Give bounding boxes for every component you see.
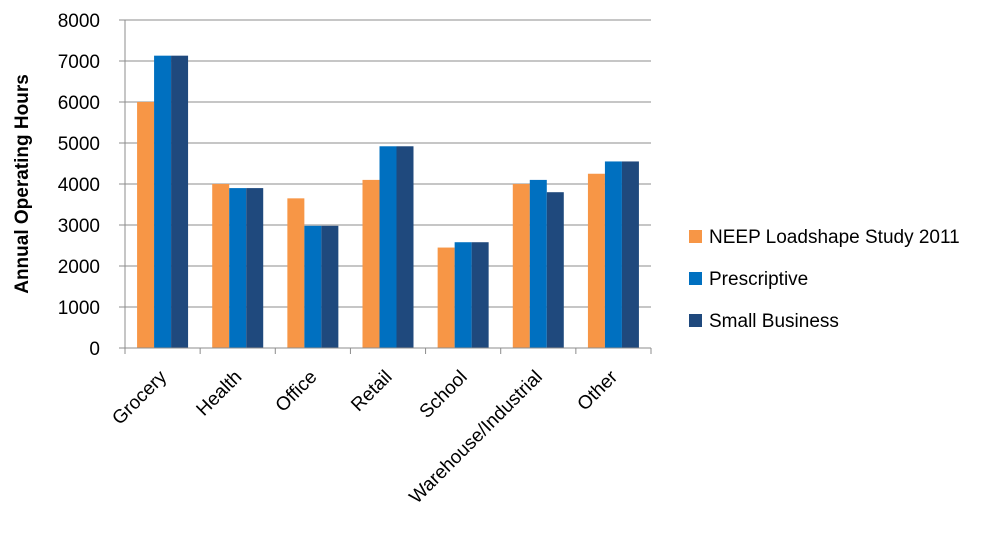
x-tick-label: Health (193, 367, 247, 421)
y-tick-labels: 0 1000 2000 3000 4000 5000 6000 7000 8000 (58, 11, 100, 360)
x-tick-label: Office (272, 367, 322, 417)
x-tick-label: Grocery (108, 366, 171, 429)
bar (396, 146, 414, 348)
legend-label: NEEP Loadshape Study 2011 (709, 227, 960, 248)
bar (587, 173, 605, 348)
bars (137, 55, 639, 349)
bar (471, 242, 489, 348)
bar (621, 161, 639, 348)
y-tick-label: 0 (89, 339, 100, 360)
bar (437, 247, 455, 348)
bar (529, 179, 547, 348)
legend-label: Prescriptive (709, 269, 808, 290)
bar (304, 225, 322, 348)
y-axis-label: Annual Operating Hours (12, 74, 33, 294)
bar (512, 184, 530, 348)
bar (154, 55, 172, 349)
bar (246, 188, 264, 348)
bar (287, 198, 305, 348)
bar (379, 146, 397, 348)
bar (546, 192, 564, 348)
bar (321, 225, 339, 348)
y-tick-label: 2000 (58, 257, 100, 278)
legend-swatch (689, 314, 702, 327)
bar (212, 184, 230, 348)
legend: NEEP Loadshape Study 2011 Prescriptive Sma… (689, 227, 960, 332)
y-tick-label: 6000 (58, 93, 100, 114)
y-tick-label: 4000 (58, 175, 100, 196)
y-tick-label: 8000 (58, 11, 100, 32)
x-tick-label: Warehouse/Industrial (406, 367, 547, 508)
y-tick-label: 1000 (58, 298, 100, 319)
bar (171, 55, 189, 349)
x-tick-label: Retail (347, 367, 396, 416)
x-tick-labels: Grocery Health Office Retail SchoolWarehouse… (108, 366, 622, 508)
axes (119, 19, 652, 354)
x-tick-label: Other (574, 366, 623, 415)
bar (362, 179, 380, 348)
legend-swatch (689, 230, 702, 243)
x-tick-label: School (416, 367, 472, 423)
y-tick-label: 3000 (58, 216, 100, 237)
bar (137, 102, 155, 348)
legend-label: Small Business (709, 311, 839, 332)
bar (229, 188, 247, 348)
bar (604, 161, 622, 348)
y-tick-label: 7000 (58, 52, 100, 73)
legend-swatch (689, 272, 702, 285)
y-tick-label: 5000 (58, 134, 100, 155)
bar (454, 242, 472, 348)
